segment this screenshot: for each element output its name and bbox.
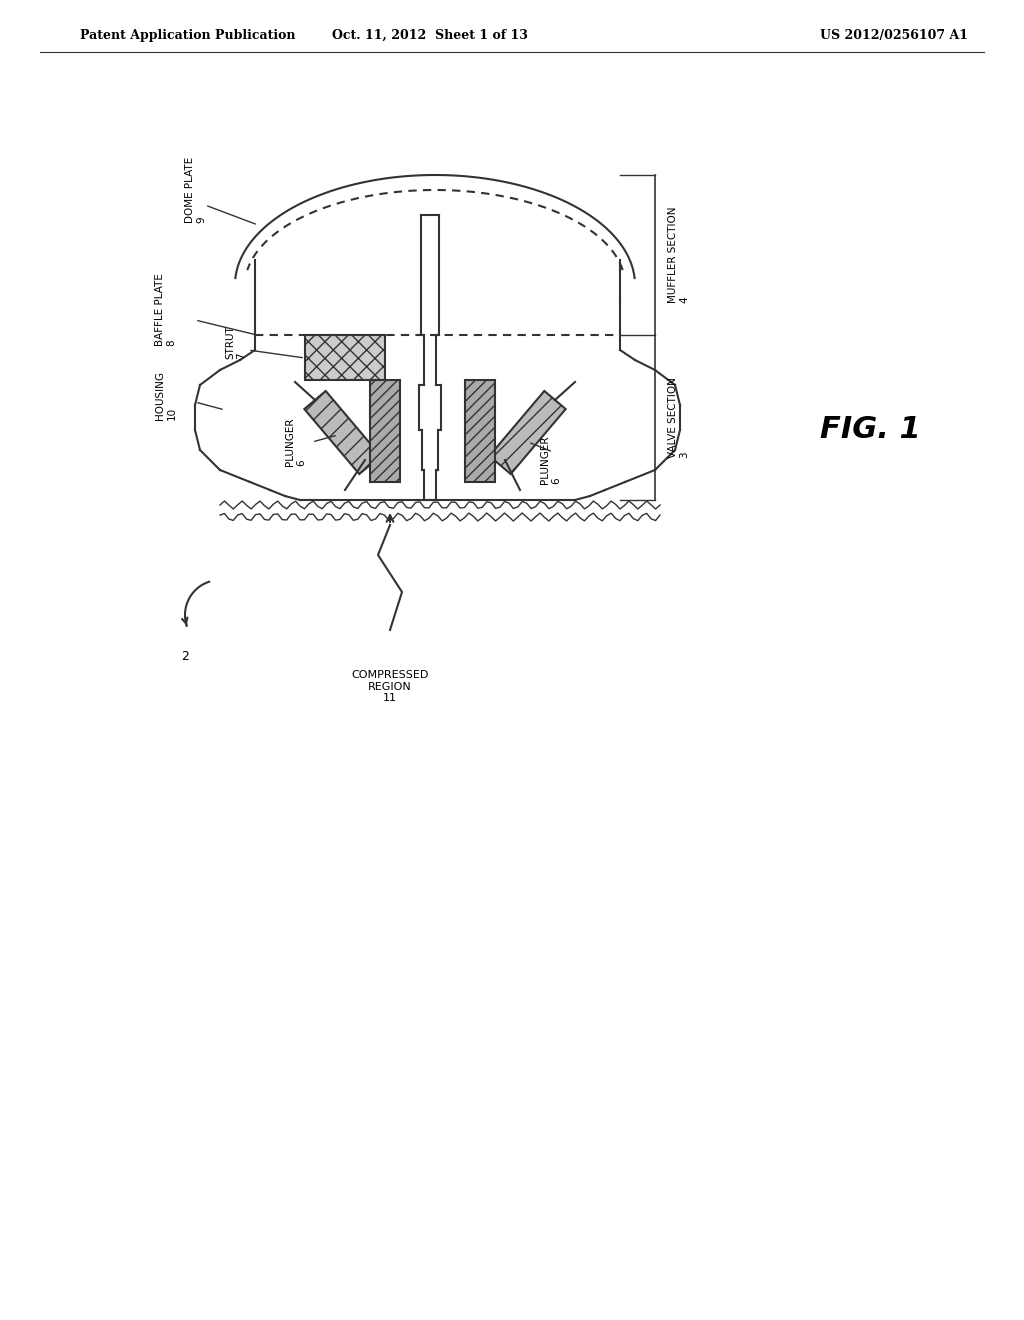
Text: PLUNGER
6: PLUNGER 6	[285, 417, 306, 466]
Text: FIG. 1: FIG. 1	[819, 416, 921, 445]
Text: PLUNGER
6: PLUNGER 6	[540, 436, 561, 484]
Polygon shape	[304, 391, 381, 474]
Polygon shape	[489, 391, 565, 474]
Text: VALVE SECTION
3: VALVE SECTION 3	[668, 378, 689, 458]
Bar	[370, 380, 400, 482]
Text: Oct. 11, 2012  Sheet 1 of 13: Oct. 11, 2012 Sheet 1 of 13	[332, 29, 528, 41]
Text: Patent Application Publication: Patent Application Publication	[80, 29, 296, 41]
Bar	[465, 380, 495, 482]
Text: BAFFLE PLATE
8: BAFFLE PLATE 8	[155, 273, 176, 346]
Text: COMPRESSED
REGION
11: COMPRESSED REGION 11	[351, 671, 429, 704]
Bar	[305, 335, 385, 380]
Text: 2: 2	[181, 649, 189, 663]
Text: US 2012/0256107 A1: US 2012/0256107 A1	[820, 29, 968, 41]
Text: MUFFLER SECTION
4: MUFFLER SECTION 4	[668, 207, 689, 304]
Text: HOUSING
10: HOUSING 10	[155, 371, 176, 420]
Text: DOME PLATE
9: DOME PLATE 9	[185, 157, 207, 223]
Text: STRUT
7: STRUT 7	[225, 325, 247, 359]
